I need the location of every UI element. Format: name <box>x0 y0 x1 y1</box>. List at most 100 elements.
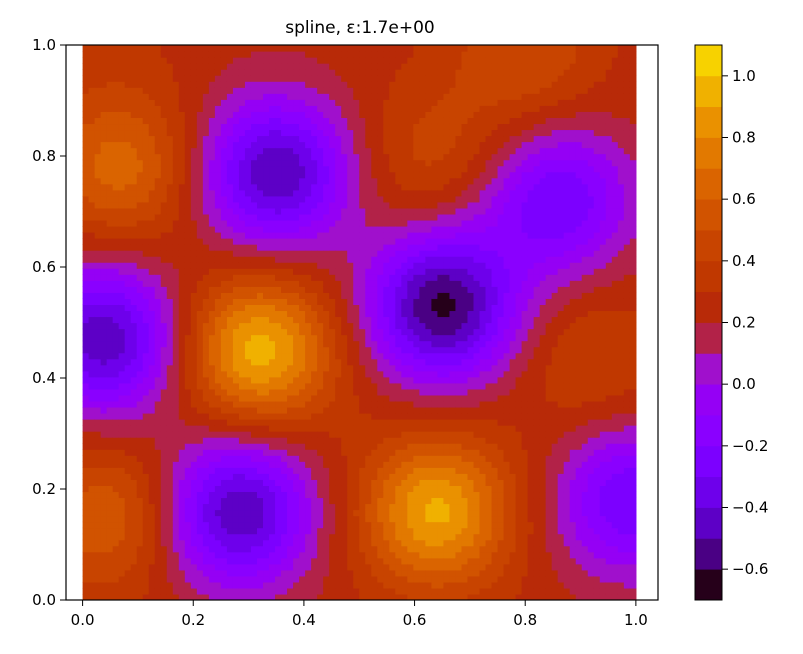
contour-cell <box>232 533 240 541</box>
contour-cell <box>118 262 126 269</box>
contour-cell <box>190 117 198 125</box>
contour-cell <box>299 322 306 330</box>
contour-cell <box>281 563 288 571</box>
contour-cell <box>257 310 264 318</box>
contour-cell <box>275 238 282 245</box>
contour-cell <box>190 87 198 94</box>
contour-cell <box>214 515 222 523</box>
contour-cell <box>238 123 246 131</box>
contour-cell <box>377 437 384 444</box>
contour-cell <box>166 419 174 426</box>
contour-cell <box>305 250 312 257</box>
contour-cell <box>136 503 144 511</box>
contour-cell <box>106 201 114 209</box>
contour-cell <box>88 57 96 64</box>
contour-cell <box>88 280 96 287</box>
contour-cell <box>311 225 318 233</box>
contour-cell <box>142 75 150 82</box>
contour-cell <box>112 213 120 221</box>
contour-cell <box>220 509 228 517</box>
contour-cell <box>148 286 156 293</box>
contour-cell <box>166 491 174 499</box>
contour-cell <box>263 388 270 396</box>
contour-cell <box>112 51 120 58</box>
contour-cell <box>190 340 198 348</box>
contour-cell <box>220 219 228 227</box>
contour-cell <box>317 274 324 281</box>
contour-cell <box>347 232 354 239</box>
contour-cell <box>377 364 384 372</box>
contour-cell <box>154 75 162 82</box>
contour-cell <box>208 485 216 493</box>
contour-cell <box>160 45 168 52</box>
contour-cell <box>220 75 228 82</box>
contour-cell <box>359 485 366 493</box>
contour-cell <box>269 256 276 263</box>
contour-cell <box>166 268 174 275</box>
contour-cell <box>317 171 324 179</box>
contour-cell <box>299 268 306 275</box>
contour-cell <box>244 292 252 299</box>
contour-cell <box>281 219 288 227</box>
contour-cell <box>172 364 180 372</box>
contour-cell <box>94 262 102 269</box>
contour-cell <box>136 425 144 432</box>
contour-cell <box>371 334 378 342</box>
contour-cell <box>112 268 120 275</box>
contour-cell <box>335 473 342 480</box>
contour-cell <box>220 485 228 493</box>
contour-cell <box>166 189 174 197</box>
contour-cell <box>214 81 222 88</box>
contour-cell <box>257 177 264 185</box>
contour-cell <box>263 111 270 118</box>
contour-cell <box>269 485 276 493</box>
contour-cell <box>94 310 102 318</box>
contour-cell <box>335 328 342 336</box>
contour-cell <box>389 461 396 468</box>
contour-cell <box>118 419 126 426</box>
contour-cell <box>329 219 336 227</box>
contour-cell <box>317 593 324 600</box>
contour-cell <box>281 213 288 221</box>
contour-cell <box>305 153 312 161</box>
contour-cell <box>214 280 222 287</box>
contour-cell <box>112 117 120 125</box>
contour-cell <box>341 587 348 595</box>
contour-cell <box>383 419 390 426</box>
contour-cell <box>263 497 270 505</box>
contour-cell <box>232 334 240 342</box>
contour-cell <box>214 159 222 167</box>
contour-cell <box>305 57 312 64</box>
contour-cell <box>299 376 306 384</box>
contour-cell <box>244 51 252 58</box>
contour-cell <box>407 527 414 535</box>
contour-cell <box>305 328 312 336</box>
contour-cell <box>329 461 336 468</box>
contour-cell <box>287 165 294 173</box>
contour-cell <box>226 51 234 58</box>
contour-cell <box>341 533 348 541</box>
contour-cell <box>214 177 222 185</box>
contour-cell <box>275 563 282 571</box>
contour-cell <box>311 298 318 305</box>
contour-cell <box>263 509 270 517</box>
contour-cell <box>88 539 96 547</box>
contour-cell <box>184 527 192 535</box>
contour-cell <box>365 340 372 348</box>
contour-cell <box>112 310 120 318</box>
contour-cell <box>263 352 270 360</box>
contour-cell <box>377 244 384 251</box>
contour-cell <box>395 557 402 565</box>
contour-cell <box>389 69 396 76</box>
contour-cell <box>383 473 390 480</box>
contour-cell <box>148 491 156 499</box>
contour-cell <box>371 467 378 474</box>
contour-cell <box>130 575 138 583</box>
contour-cell <box>172 503 180 511</box>
contour-cell <box>365 394 372 402</box>
contour-cell <box>299 238 306 245</box>
contour-cell <box>389 165 396 173</box>
contour-cell <box>190 539 198 547</box>
contour-cell <box>100 352 108 360</box>
contour-cell <box>106 406 114 414</box>
